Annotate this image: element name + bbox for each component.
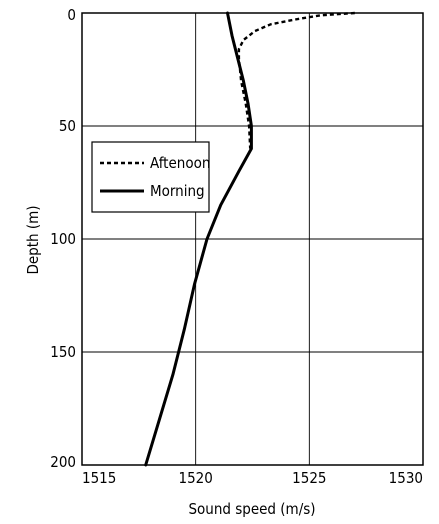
- legend-box: [91, 141, 210, 213]
- plot-frame: [81, 12, 424, 466]
- y-tick-label-150: 150: [50, 343, 76, 361]
- y-tick-label-200: 200: [50, 453, 76, 471]
- y-tick-label-0: 0: [67, 6, 76, 24]
- legend-label-aftenoon: Aftenoon: [150, 154, 210, 172]
- x-axis-title: Sound speed (m/s): [188, 500, 315, 518]
- x-tick-label-1525: 1525: [292, 469, 326, 487]
- data-series: [144, 11, 355, 467]
- y-tick-label-50: 50: [59, 117, 76, 135]
- series-line-morning: [144, 11, 253, 467]
- y-tick-label-100: 100: [50, 230, 76, 248]
- legend: Aftenoon Morning: [91, 141, 210, 213]
- grid-lines: [82, 13, 423, 465]
- axis-ticks: 1515 1520 1525 1530 0 50 100 150 200: [50, 6, 423, 487]
- x-tick-label-1530: 1530: [389, 469, 423, 487]
- x-tick-label-1520: 1520: [178, 469, 212, 487]
- legend-label-morning: Morning: [150, 182, 205, 200]
- y-axis-title: Depth (m): [24, 205, 42, 274]
- x-tick-label-1515: 1515: [82, 469, 116, 487]
- series-line-aftenoon: [237, 11, 355, 149]
